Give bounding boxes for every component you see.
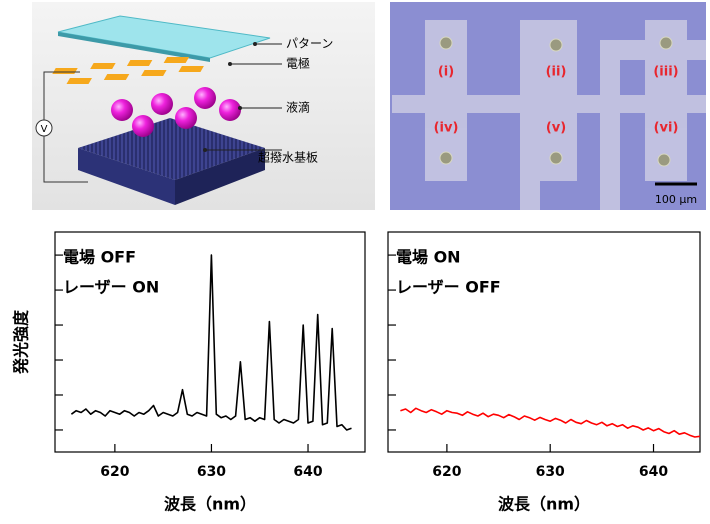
- diagram-label: 超撥水基板: [258, 150, 318, 165]
- droplets: [111, 87, 241, 137]
- site-label: (v): [546, 121, 566, 136]
- annotation: 電場 ON: [396, 248, 461, 267]
- site-label: (ii): [546, 65, 567, 80]
- voltage-label: V: [41, 124, 48, 135]
- x-tick-label: 640: [293, 464, 322, 480]
- x-axis-label: 波長（nm）: [498, 495, 590, 514]
- site-label: (iii): [653, 65, 678, 80]
- leader-dots: [203, 42, 257, 152]
- spectrum-line: [70, 254, 352, 431]
- droplet-dots: [439, 36, 673, 167]
- x-tick-label: 620: [100, 464, 129, 480]
- voltage-source: [35, 119, 53, 137]
- site-label: (vi): [654, 121, 679, 136]
- scale-bar-label: 100 μm: [655, 193, 697, 206]
- x-tick-label: 620: [432, 464, 461, 480]
- pattern-plate-edge: [58, 32, 210, 62]
- electrodes: [52, 57, 204, 84]
- diagram-label: 液滴: [286, 100, 310, 115]
- electrode-pattern: [392, 20, 706, 210]
- plot-frame: [387, 231, 701, 453]
- y-axis-label: 発光強度: [12, 309, 31, 375]
- site-label: (i): [438, 65, 454, 80]
- diagram-label: パターン: [286, 37, 333, 51]
- substrate-side: [175, 148, 265, 205]
- annotation: レーザー ON: [63, 278, 159, 297]
- plot-frame: [54, 231, 366, 453]
- annotation: レーザー OFF: [396, 278, 501, 297]
- leader-lines: [205, 43, 282, 151]
- diagram-label: 電極: [286, 56, 310, 71]
- spectrum-line: [400, 407, 701, 438]
- micrograph: (i) (ii) (iii) (iv) (v) (vi) 100 μm: [390, 2, 706, 210]
- substrate-front: [78, 148, 175, 205]
- device-diagram: V パターン 電極 液滴 超撥水基板: [32, 2, 375, 210]
- substrate-top: [78, 118, 265, 180]
- x-tick-label: 640: [639, 464, 668, 480]
- x-tick-label: 630: [536, 464, 565, 480]
- x-tick-label: 630: [197, 464, 226, 480]
- x-axis-label: 波長（nm）: [164, 495, 256, 514]
- annotation: 電場 OFF: [63, 248, 136, 267]
- site-label: (iv): [434, 121, 459, 136]
